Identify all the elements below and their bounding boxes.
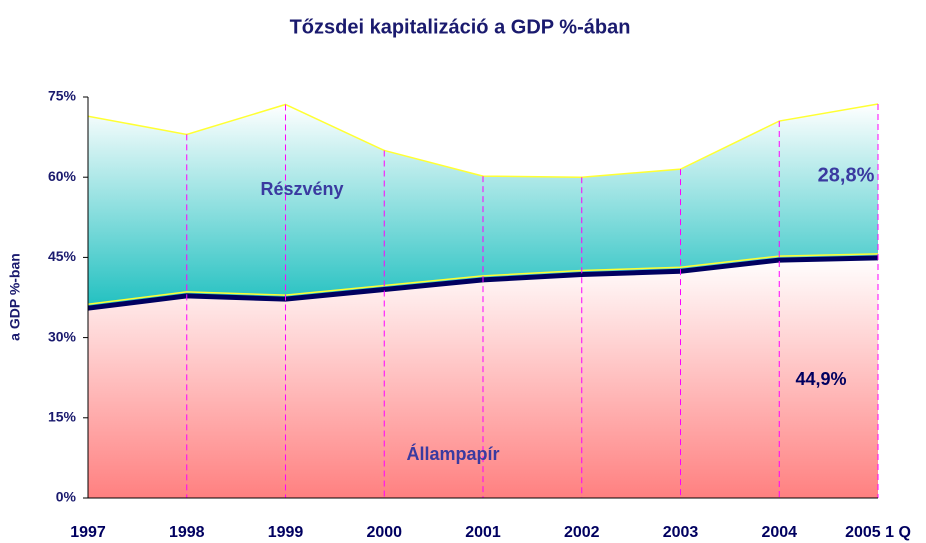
y-tick-label: 60% — [48, 168, 77, 184]
x-tick-label: 2001 — [465, 524, 501, 541]
y-tick-label: 75% — [48, 88, 77, 104]
x-tick-label: 1997 — [70, 524, 106, 541]
chart-title: Tőzsdei kapitalizáció a GDP %-ában — [290, 16, 631, 38]
x-tick-label: 1998 — [169, 524, 205, 541]
y-axis-label: a GDP %-ban — [7, 253, 23, 341]
x-tick-label: 2002 — [564, 524, 600, 541]
y-tick-label: 0% — [56, 489, 77, 505]
y-tick-label: 45% — [48, 248, 77, 264]
edge-line — [87, 253, 879, 305]
y-tick-label: 30% — [48, 328, 77, 344]
x-tick-label: 2000 — [366, 524, 402, 541]
y-tick-label: 15% — [48, 409, 77, 425]
series-label: Állampapír — [406, 443, 499, 464]
series-label: Részvény — [260, 179, 343, 199]
x-tick-label: 2005 1 Q — [845, 524, 911, 541]
x-tick-label: 2004 — [761, 524, 797, 541]
data-label: 28,8% — [818, 164, 875, 186]
data-label: 44,9% — [795, 369, 846, 389]
x-tick-label: 2003 — [663, 524, 699, 541]
x-tick-label: 1999 — [268, 524, 304, 541]
